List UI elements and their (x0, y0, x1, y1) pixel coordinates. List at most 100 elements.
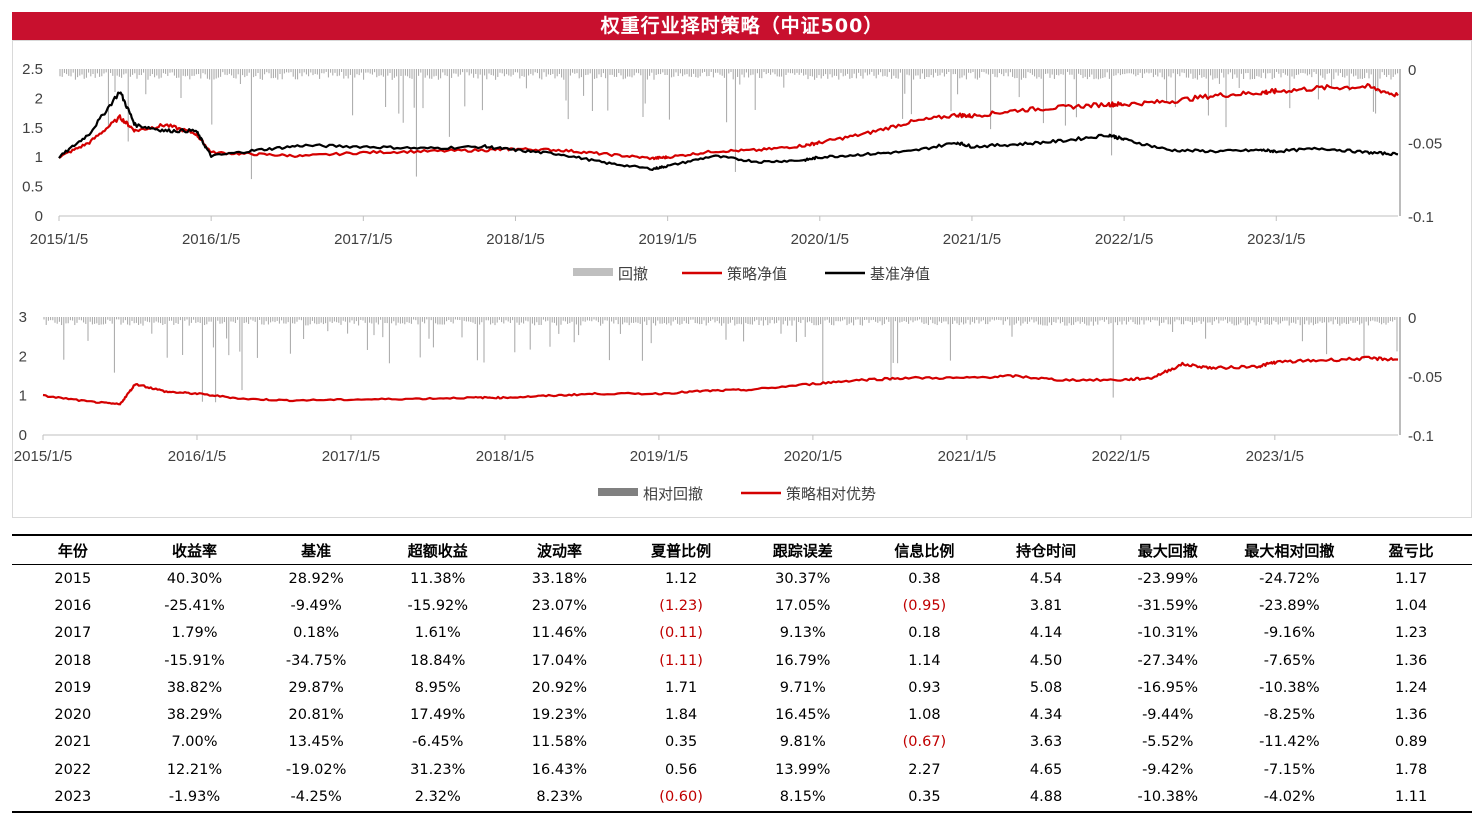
table-cell: -4.25% (290, 789, 342, 806)
x-tick-label: 2023/1/5 (1246, 448, 1304, 465)
chart-2: 2015/1/5 2016/1/5 2017/1/5 2018/1/5 2019/1/5… (14, 309, 1442, 503)
table-cell: -10.38% (1259, 679, 1320, 696)
table-cell: 33.18% (531, 570, 588, 587)
table-row: 2017 1.79% 0.18% 1.61% 11.46% (0.11) 9.13% 0.18… (12, 620, 1472, 647)
table-cell: 8.95% (414, 679, 461, 696)
table-cell: 1.11 (1394, 789, 1428, 806)
x-tick-label: 2022/1/5 (1095, 231, 1153, 248)
x-tick-label: 2018/1/5 (486, 231, 544, 248)
table-cell: -31.59% (1137, 597, 1198, 614)
table-cell: 4.65 (1029, 761, 1063, 778)
x-tick-label: 2016/1/5 (182, 231, 240, 248)
table-cell: 2019 (54, 679, 92, 696)
column-header: 夏普比例 (651, 541, 712, 560)
legend-label: 基准净值 (870, 266, 930, 283)
table-cell: 1.84 (664, 707, 698, 724)
table-cell: 1.08 (908, 707, 941, 724)
table-cell: 20.81% (288, 707, 344, 724)
table-cell: 19.23% (531, 707, 588, 724)
table-cell: 4.34 (1029, 707, 1063, 724)
table-cell: 17.49% (410, 707, 466, 724)
table-cell: 1.17 (1394, 570, 1428, 587)
series-line-1 (58, 82, 1399, 161)
table-cell: 0.35 (908, 789, 941, 806)
y-left-tick-label: 1 (19, 388, 27, 405)
table-cell: 1.23 (1394, 625, 1428, 642)
x-tick-label: 2017/1/5 (334, 231, 392, 248)
y-left-tick-label: 1 (35, 149, 43, 166)
table-cell: -10.38% (1137, 789, 1198, 806)
table-cell: -9.16% (1263, 625, 1316, 642)
table-cell: -34.75% (285, 652, 347, 669)
chart-title: 权重行业择时策略（中证500） (12, 12, 1472, 40)
performance-table-wrap: 年份 收益率 基准 超额收益 波动率 夏普比例 跟踪误差 信息比例 持仓时间 最大回撤 最大相对回撤… (12, 534, 1472, 813)
table-cell: 20.92% (531, 679, 588, 696)
table-cell: 7.00% (171, 734, 218, 751)
x-tick-label: 2019/1/5 (638, 231, 696, 248)
drawdown-bars (43, 317, 1401, 435)
charts-svg: 2015/1/5 2016/1/5 2017/1/5 2018/1/5 2019/1/5… (14, 61, 1442, 503)
legend: 回撤 策略净值 基准净值 (573, 266, 930, 283)
table-cell: (0.95) (902, 597, 947, 614)
table-cell: -19.02% (285, 761, 347, 778)
table-cell: -9.42% (1142, 761, 1194, 778)
table-cell: 8.15% (779, 789, 826, 806)
x-tick-label: 2020/1/5 (791, 231, 849, 248)
table-cell: 16.79% (775, 652, 831, 669)
x-tick-label: 2017/1/5 (322, 448, 380, 465)
table-cell: -27.34% (1137, 652, 1198, 669)
table-cell: 9.71% (779, 679, 826, 696)
column-header: 基准 (301, 541, 332, 560)
performance-table: 年份 收益率 基准 超额收益 波动率 夏普比例 跟踪误差 信息比例 持仓时间 最大回撤 最大相对回撤… (12, 534, 1472, 813)
table-cell: 13.99% (775, 761, 831, 778)
legend: 相对回撤 策略相对优势 (598, 486, 876, 503)
column-header: 波动率 (536, 541, 582, 560)
table-cell: 1.78 (1394, 761, 1428, 778)
table-cell: 2023 (54, 789, 92, 806)
series-line-2 (58, 91, 1399, 171)
table-cell: 9.13% (779, 625, 826, 642)
y-right-tick-label: -0.1 (1408, 209, 1434, 226)
table-cell: 4.14 (1029, 625, 1063, 642)
table-cell: 16.43% (531, 761, 588, 778)
table-cell: 13.45% (288, 734, 344, 751)
column-header: 最大相对回撤 (1244, 541, 1335, 560)
table-cell: -16.95% (1137, 679, 1198, 696)
column-header: 最大回撤 (1137, 541, 1198, 560)
table-cell: -8.25% (1263, 707, 1316, 724)
table-cell: (1.23) (659, 597, 703, 614)
table-cell: 0.18% (293, 625, 340, 642)
table-cell: 28.92% (288, 570, 344, 587)
table-cell: 0.18 (908, 625, 941, 642)
table-row: 2020 38.29% 20.81% 17.49% 19.23% 1.84 16.45% 1.… (12, 701, 1472, 728)
table-cell: -6.45% (412, 734, 464, 751)
table-cell: 5.08 (1029, 679, 1063, 696)
table-row: 2018 -15.91% -34.75% 18.84% 17.04% (1.11) 16.7… (12, 647, 1472, 674)
table-cell: 0.56 (664, 761, 698, 778)
legend-swatch (573, 268, 613, 276)
table-cell: 11.58% (531, 734, 588, 751)
table-cell: 40.30% (166, 570, 223, 587)
y-left-tick-label: 1.5 (22, 120, 43, 137)
table-cell: -25.41% (164, 597, 225, 614)
table-cell: 1.61% (414, 625, 461, 642)
table-cell: 1.12 (664, 570, 698, 587)
legend-label: 相对回撤 (643, 486, 703, 503)
legend-label: 策略净值 (727, 266, 787, 283)
table-cell: -5.52% (1142, 734, 1194, 751)
table-cell: -7.65% (1263, 652, 1316, 669)
table-cell: (0.11) (659, 625, 703, 642)
x-tick-label: 2023/1/5 (1247, 231, 1305, 248)
table-cell: 11.46% (531, 625, 588, 642)
table-cell: 2016 (54, 597, 92, 614)
y-left-tick-label: 3 (19, 309, 27, 326)
column-header: 收益率 (171, 541, 217, 560)
x-tick-label: 2016/1/5 (168, 448, 226, 465)
table-cell: 1.71 (664, 679, 698, 696)
table-cell: 23.07% (531, 597, 588, 614)
column-header: 超额收益 (407, 541, 468, 560)
table-cell: 1.36 (1394, 707, 1428, 724)
table-cell: 0.35 (664, 734, 698, 751)
table-cell: -7.15% (1263, 761, 1316, 778)
table-cell: 0.93 (908, 679, 941, 696)
